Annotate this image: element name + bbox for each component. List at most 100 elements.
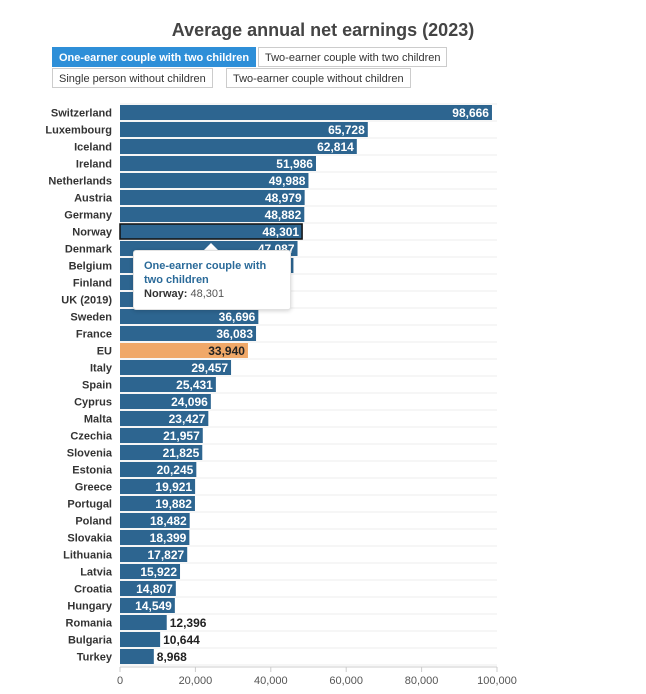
data-label: 24,096 [171, 395, 208, 409]
bar[interactable] [120, 207, 305, 222]
bar[interactable] [120, 581, 176, 596]
bar[interactable] [120, 598, 175, 613]
category-label: Finland [73, 278, 112, 290]
category-label: EU [97, 346, 112, 358]
category-label: Cyprus [74, 397, 112, 409]
bar[interactable] [120, 547, 188, 562]
bar[interactable] [120, 649, 154, 664]
bar[interactable] [120, 173, 309, 188]
category-label: Denmark [65, 244, 113, 256]
category-label: Sweden [70, 312, 112, 324]
data-label: 15,922 [140, 565, 177, 579]
category-label: Slovenia [67, 448, 113, 460]
bar[interactable] [120, 445, 203, 460]
category-label: Austria [74, 193, 113, 205]
tooltip-category: Norway: [144, 288, 188, 300]
scenario-button-two-earner-no-children[interactable]: Two-earner couple without children [226, 68, 411, 88]
category-label: Spain [82, 380, 112, 392]
x-tick-label: 60,000 [329, 675, 363, 687]
data-label: 48,882 [265, 208, 302, 222]
bar[interactable] [120, 360, 232, 375]
chart-title: Average annual net earnings (2023) [171, 20, 475, 40]
bar[interactable] [120, 530, 190, 545]
bar[interactable] [120, 139, 357, 154]
bar[interactable] [120, 632, 161, 647]
data-label: 36,696 [219, 310, 256, 324]
category-label: Bulgaria [68, 635, 113, 647]
category-label: Portugal [67, 499, 112, 511]
bar[interactable] [120, 156, 316, 171]
data-label: 21,957 [163, 429, 200, 443]
category-label: UK (2019) [61, 295, 112, 307]
x-tick-label: 100,000 [477, 675, 517, 687]
bar[interactable] [120, 377, 216, 392]
scenario-button-single-no-children[interactable]: Single person without children [52, 68, 213, 88]
category-label: Switzerland [51, 108, 112, 120]
data-label: 14,549 [135, 599, 172, 613]
category-label: Norway [72, 227, 113, 239]
data-label: 33,940 [208, 344, 245, 358]
data-label: 98,666 [452, 106, 489, 120]
bar[interactable] [120, 479, 196, 494]
tooltip: One-earner couple with two children Norw… [133, 250, 291, 310]
category-label: Czechia [70, 431, 112, 443]
bar[interactable] [120, 513, 190, 528]
x-tick-label: 20,000 [179, 675, 213, 687]
bar[interactable] [120, 309, 259, 324]
data-label: 12,396 [170, 616, 207, 630]
bar[interactable] [120, 105, 492, 120]
bar[interactable] [120, 462, 197, 477]
tooltip-series: One-earner couple with two children [144, 260, 267, 286]
x-tick-label: 40,000 [254, 675, 288, 687]
category-label: Iceland [74, 142, 112, 154]
category-label: Poland [75, 516, 112, 528]
data-label: 36,083 [216, 327, 253, 341]
category-label: France [76, 329, 112, 341]
data-label: 23,427 [169, 412, 206, 426]
bar[interactable] [120, 496, 195, 511]
data-label: 10,644 [163, 633, 200, 647]
data-label: 19,921 [155, 480, 192, 494]
category-label: Croatia [74, 584, 113, 596]
data-label: 19,882 [155, 497, 192, 511]
data-label: 18,399 [150, 531, 187, 545]
category-label: Italy [90, 363, 113, 375]
scenario-button-one-earner-two-children[interactable]: One-earner couple with two children [52, 47, 257, 67]
category-label: Hungary [67, 601, 113, 613]
data-label: 62,814 [317, 140, 354, 154]
data-label: 8,968 [157, 650, 187, 664]
data-label: 29,457 [191, 361, 228, 375]
data-label: 25,431 [176, 378, 213, 392]
x-tick-label: 80,000 [405, 675, 439, 687]
data-label: 48,979 [265, 191, 302, 205]
category-label: Ireland [76, 159, 112, 171]
data-label: 51,986 [276, 157, 313, 171]
category-label: Estonia [72, 465, 113, 477]
scenario-button-two-earner-two-children[interactable]: Two-earner couple with two children [258, 47, 448, 67]
category-label: Luxembourg [45, 125, 112, 137]
category-label: Slovakia [67, 533, 113, 545]
bar[interactable] [120, 326, 257, 341]
bar[interactable] [120, 411, 209, 426]
bar[interactable] [119, 223, 303, 240]
category-label: Netherlands [48, 176, 112, 188]
data-label: 18,482 [150, 514, 187, 528]
x-tick-label: 0 [117, 675, 123, 687]
category-label: Latvia [80, 567, 113, 579]
category-label: Turkey [77, 652, 113, 664]
bar[interactable] [120, 615, 167, 630]
bar[interactable] [120, 343, 248, 358]
category-label: Malta [84, 414, 113, 426]
tooltip-value-line: Norway: 48,301 [144, 288, 280, 300]
bar[interactable] [120, 564, 181, 579]
bar[interactable] [120, 190, 305, 205]
bar[interactable] [120, 394, 211, 409]
data-label: 48,301 [262, 225, 299, 239]
category-label: Greece [75, 482, 112, 494]
data-label: 20,245 [157, 463, 194, 477]
bar[interactable] [120, 122, 368, 137]
data-label: 21,825 [163, 446, 200, 460]
bar[interactable] [120, 428, 203, 443]
category-label: Germany [64, 210, 113, 222]
tooltip-value: 48,301 [190, 288, 225, 300]
